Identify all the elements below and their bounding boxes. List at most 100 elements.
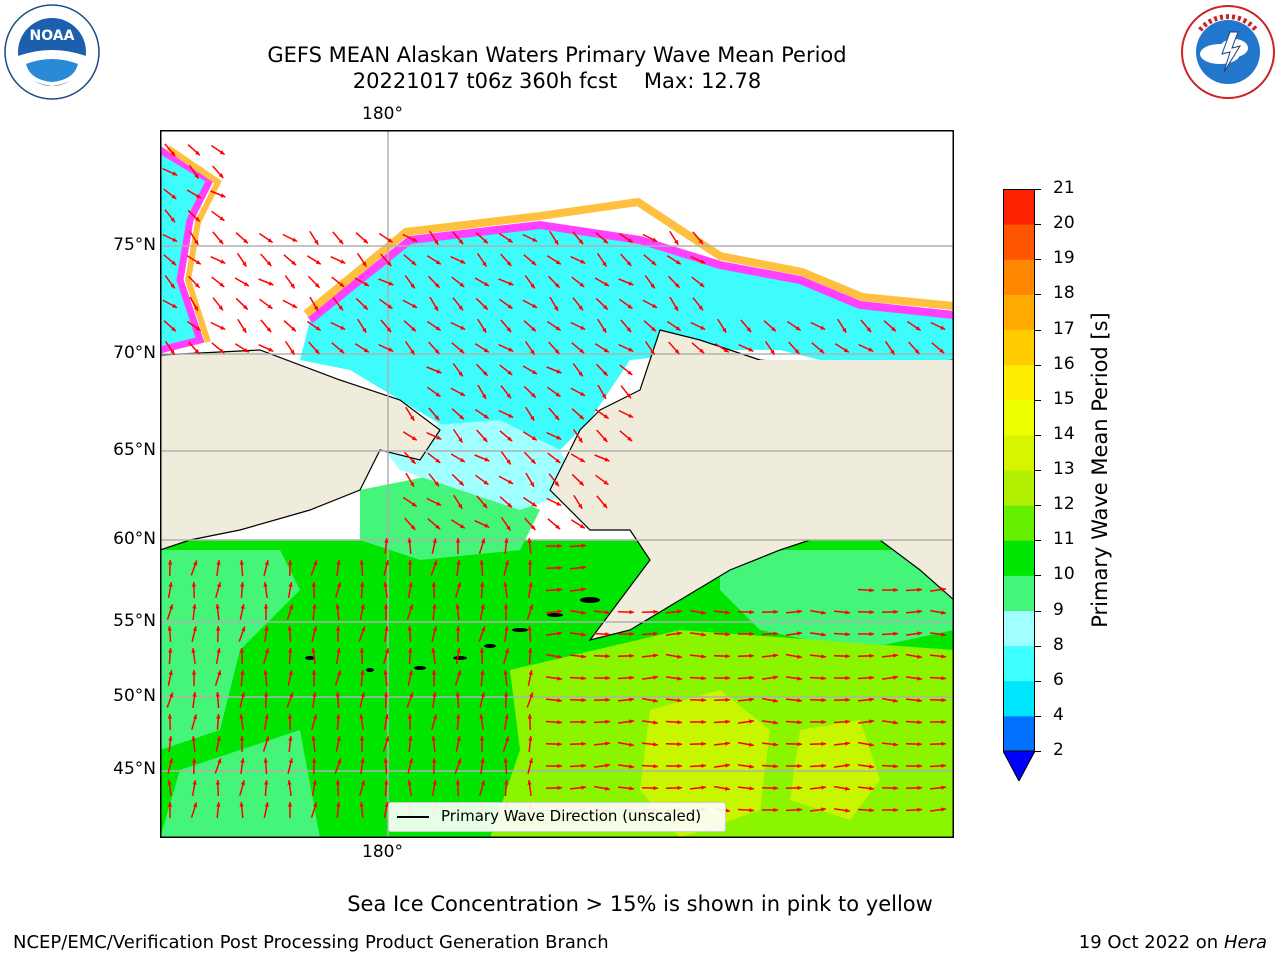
wave-arrow: [287, 581, 293, 599]
wave-arrow: [167, 559, 173, 577]
colorbar-segment: [1003, 610, 1035, 647]
wave-arrow: [570, 321, 586, 331]
wave-arrow: [737, 719, 755, 724]
wave-arrow: [665, 698, 683, 703]
wave-arrow: [571, 408, 585, 420]
wave-arrow: [234, 277, 250, 287]
wave-arrow: [547, 452, 561, 464]
wave-arrow: [527, 670, 533, 686]
wave-arrow: [360, 669, 365, 687]
wave-arrow: [450, 387, 466, 397]
wave-arrow: [881, 764, 899, 769]
wave-arrow: [284, 275, 296, 289]
wave-arrow: [837, 318, 847, 334]
wave-arrow: [809, 697, 827, 703]
wave-arrow: [570, 256, 586, 264]
wave-arrow: [479, 604, 485, 620]
wave-arrow: [620, 253, 632, 267]
wave-arrow: [474, 408, 490, 420]
wave-arrow: [452, 363, 464, 377]
wave-arrow: [643, 254, 657, 266]
wave-arrow: [503, 757, 508, 775]
wave-arrow: [881, 697, 899, 703]
wave-arrow: [164, 143, 176, 157]
wave-arrow: [569, 741, 587, 747]
wave-arrow: [480, 581, 485, 599]
colorbar-segment: [1003, 224, 1035, 260]
wave-arrow: [311, 735, 316, 753]
wave-arrow: [287, 559, 293, 577]
wave-arrow: [431, 581, 437, 599]
wave-arrow: [691, 276, 705, 288]
wave-arrow: [383, 604, 389, 620]
wave-arrow: [858, 631, 874, 637]
wave-arrow: [569, 676, 587, 681]
wave-arrow: [187, 144, 201, 156]
wave-arrow: [263, 604, 269, 620]
wave-arrow: [162, 299, 178, 309]
colorbar-tick-label: 14: [1053, 423, 1075, 444]
ocean-field-lightgreen-sw: [160, 730, 320, 838]
colorbar-tick-mark: [1035, 364, 1041, 366]
nws-logo: [1178, 2, 1278, 102]
wave-arrow: [905, 653, 923, 659]
wave-arrow: [167, 581, 173, 599]
wave-arrow: [572, 231, 584, 245]
wave-arrow: [187, 209, 201, 223]
wave-arrow: [740, 319, 752, 333]
wave-arrow: [737, 764, 755, 769]
wave-arrow: [212, 165, 224, 179]
wave-arrow: [929, 587, 947, 592]
wave-arrow: [881, 675, 899, 680]
wave-arrow: [258, 344, 274, 352]
wave-arrow: [402, 233, 418, 243]
wave-arrow: [569, 763, 587, 768]
colorbar-tick-mark: [1035, 189, 1041, 190]
wave-arrow: [905, 741, 923, 747]
wave-arrow: [498, 344, 514, 352]
wave-arrow: [763, 320, 777, 332]
wave-arrow: [593, 741, 611, 746]
wave-arrow: [713, 653, 731, 659]
wave-arrow: [357, 318, 367, 334]
wave-arrow: [692, 297, 704, 311]
wave-arrow: [190, 560, 198, 576]
wave-arrow: [737, 609, 755, 615]
colorbar-ticks: 2 4 6 8 9 10 11 12 13 14 15 16 17 18 19 20 21: [1035, 0, 1075, 960]
wave-arrow: [499, 364, 513, 376]
wave-arrow: [546, 543, 562, 549]
wave-arrow: [335, 625, 341, 643]
credit-line: NCEP/EMC/Verification Post Processing Pr…: [13, 932, 609, 953]
wave-arrow: [593, 785, 611, 791]
wave-arrow: [378, 232, 394, 244]
wave-arrow: [810, 321, 826, 331]
wave-arrow: [354, 343, 370, 353]
wave-arrow: [595, 297, 609, 311]
wave-arrow: [456, 713, 461, 731]
wave-arrow: [617, 675, 635, 680]
wave-arrow: [527, 713, 533, 731]
wave-arrow: [215, 647, 221, 665]
wave-arrow: [406, 692, 414, 708]
wave-arrow: [404, 517, 416, 531]
wave-arrow: [833, 763, 851, 768]
wave-arrow: [383, 560, 389, 576]
wave-arrow: [240, 757, 245, 775]
wave-arrow: [239, 647, 245, 665]
wave-arrow: [523, 320, 537, 332]
wave-arrow: [570, 387, 586, 397]
ice-edge-nw-orange: [166, 145, 222, 343]
wave-arrow: [451, 408, 465, 420]
wave-arrow: [668, 341, 680, 355]
wave-arrow: [431, 714, 438, 730]
colorbar-tick-mark: [1035, 434, 1041, 436]
wave-arrow: [499, 496, 513, 508]
wave-arrow: [547, 275, 561, 289]
wave-arrow: [881, 742, 899, 747]
wave-arrow: [833, 653, 851, 659]
colorbar-tick-label: 4: [1053, 704, 1064, 725]
wave-arrow: [594, 675, 610, 681]
wave-arrow: [689, 741, 707, 747]
wave-arrow: [215, 625, 221, 643]
wave-arrow: [596, 429, 608, 443]
